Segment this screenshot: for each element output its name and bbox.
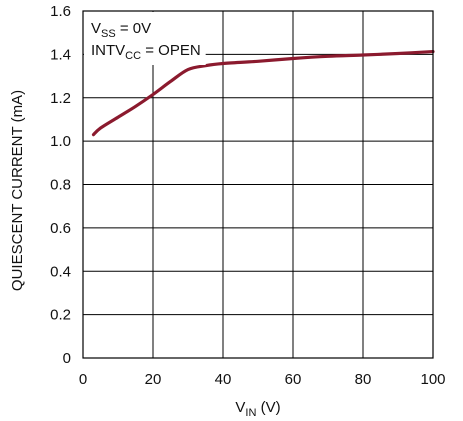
- y-axis-label: QUIESCENT CURRENT (mA): [9, 90, 26, 291]
- annotation-background: [84, 12, 206, 65]
- x-tick-label: 100: [420, 371, 445, 388]
- annotation-vss: VSS = 0V: [91, 20, 151, 40]
- y-tick-label: 0.4: [50, 263, 71, 280]
- annotation-vss-main: V: [91, 20, 101, 37]
- annotation-vss-rest: = 0V: [116, 20, 151, 37]
- y-tick-label: 1.0: [50, 133, 71, 150]
- annotation-intvcc-main: INTV: [91, 42, 125, 59]
- annotation-intvcc-sub: CC: [125, 50, 141, 62]
- x-tick-label: 40: [215, 371, 232, 388]
- y-tick-label: 0.8: [50, 177, 71, 194]
- x-tick-labels: 0 20 40 60 80 100: [79, 371, 446, 388]
- y-tick-label: 1.4: [50, 46, 71, 63]
- x-axis-label-unit: (V): [256, 399, 280, 416]
- annotation-intvcc-rest: = OPEN: [141, 42, 201, 59]
- y-tick-label: 0.6: [50, 220, 71, 237]
- annotation-intvcc: INTVCC = OPEN: [91, 42, 201, 62]
- x-axis-label-sub: IN: [245, 407, 256, 419]
- series-line-0: [91, 49, 435, 137]
- x-tick-label: 80: [355, 371, 372, 388]
- y-tick-label: 0: [63, 350, 71, 367]
- y-tick-label: 1.2: [50, 90, 71, 107]
- plot-frame: [82, 10, 434, 359]
- annotation-vss-sub: SS: [101, 28, 116, 40]
- x-axis-label-main: V: [235, 399, 245, 416]
- plot-series: [91, 49, 435, 137]
- x-axis-label: VIN (V): [235, 399, 280, 419]
- x-tick-label: 60: [285, 371, 302, 388]
- x-tick-label: 0: [79, 371, 87, 388]
- x-tick-label: 20: [145, 371, 162, 388]
- y-tick-labels: 0 0.2 0.4 0.6 0.8 1.0 1.2 1.4 1.6: [50, 3, 71, 367]
- y-tick-label: 0.2: [50, 307, 71, 324]
- y-tick-label: 1.6: [50, 3, 71, 20]
